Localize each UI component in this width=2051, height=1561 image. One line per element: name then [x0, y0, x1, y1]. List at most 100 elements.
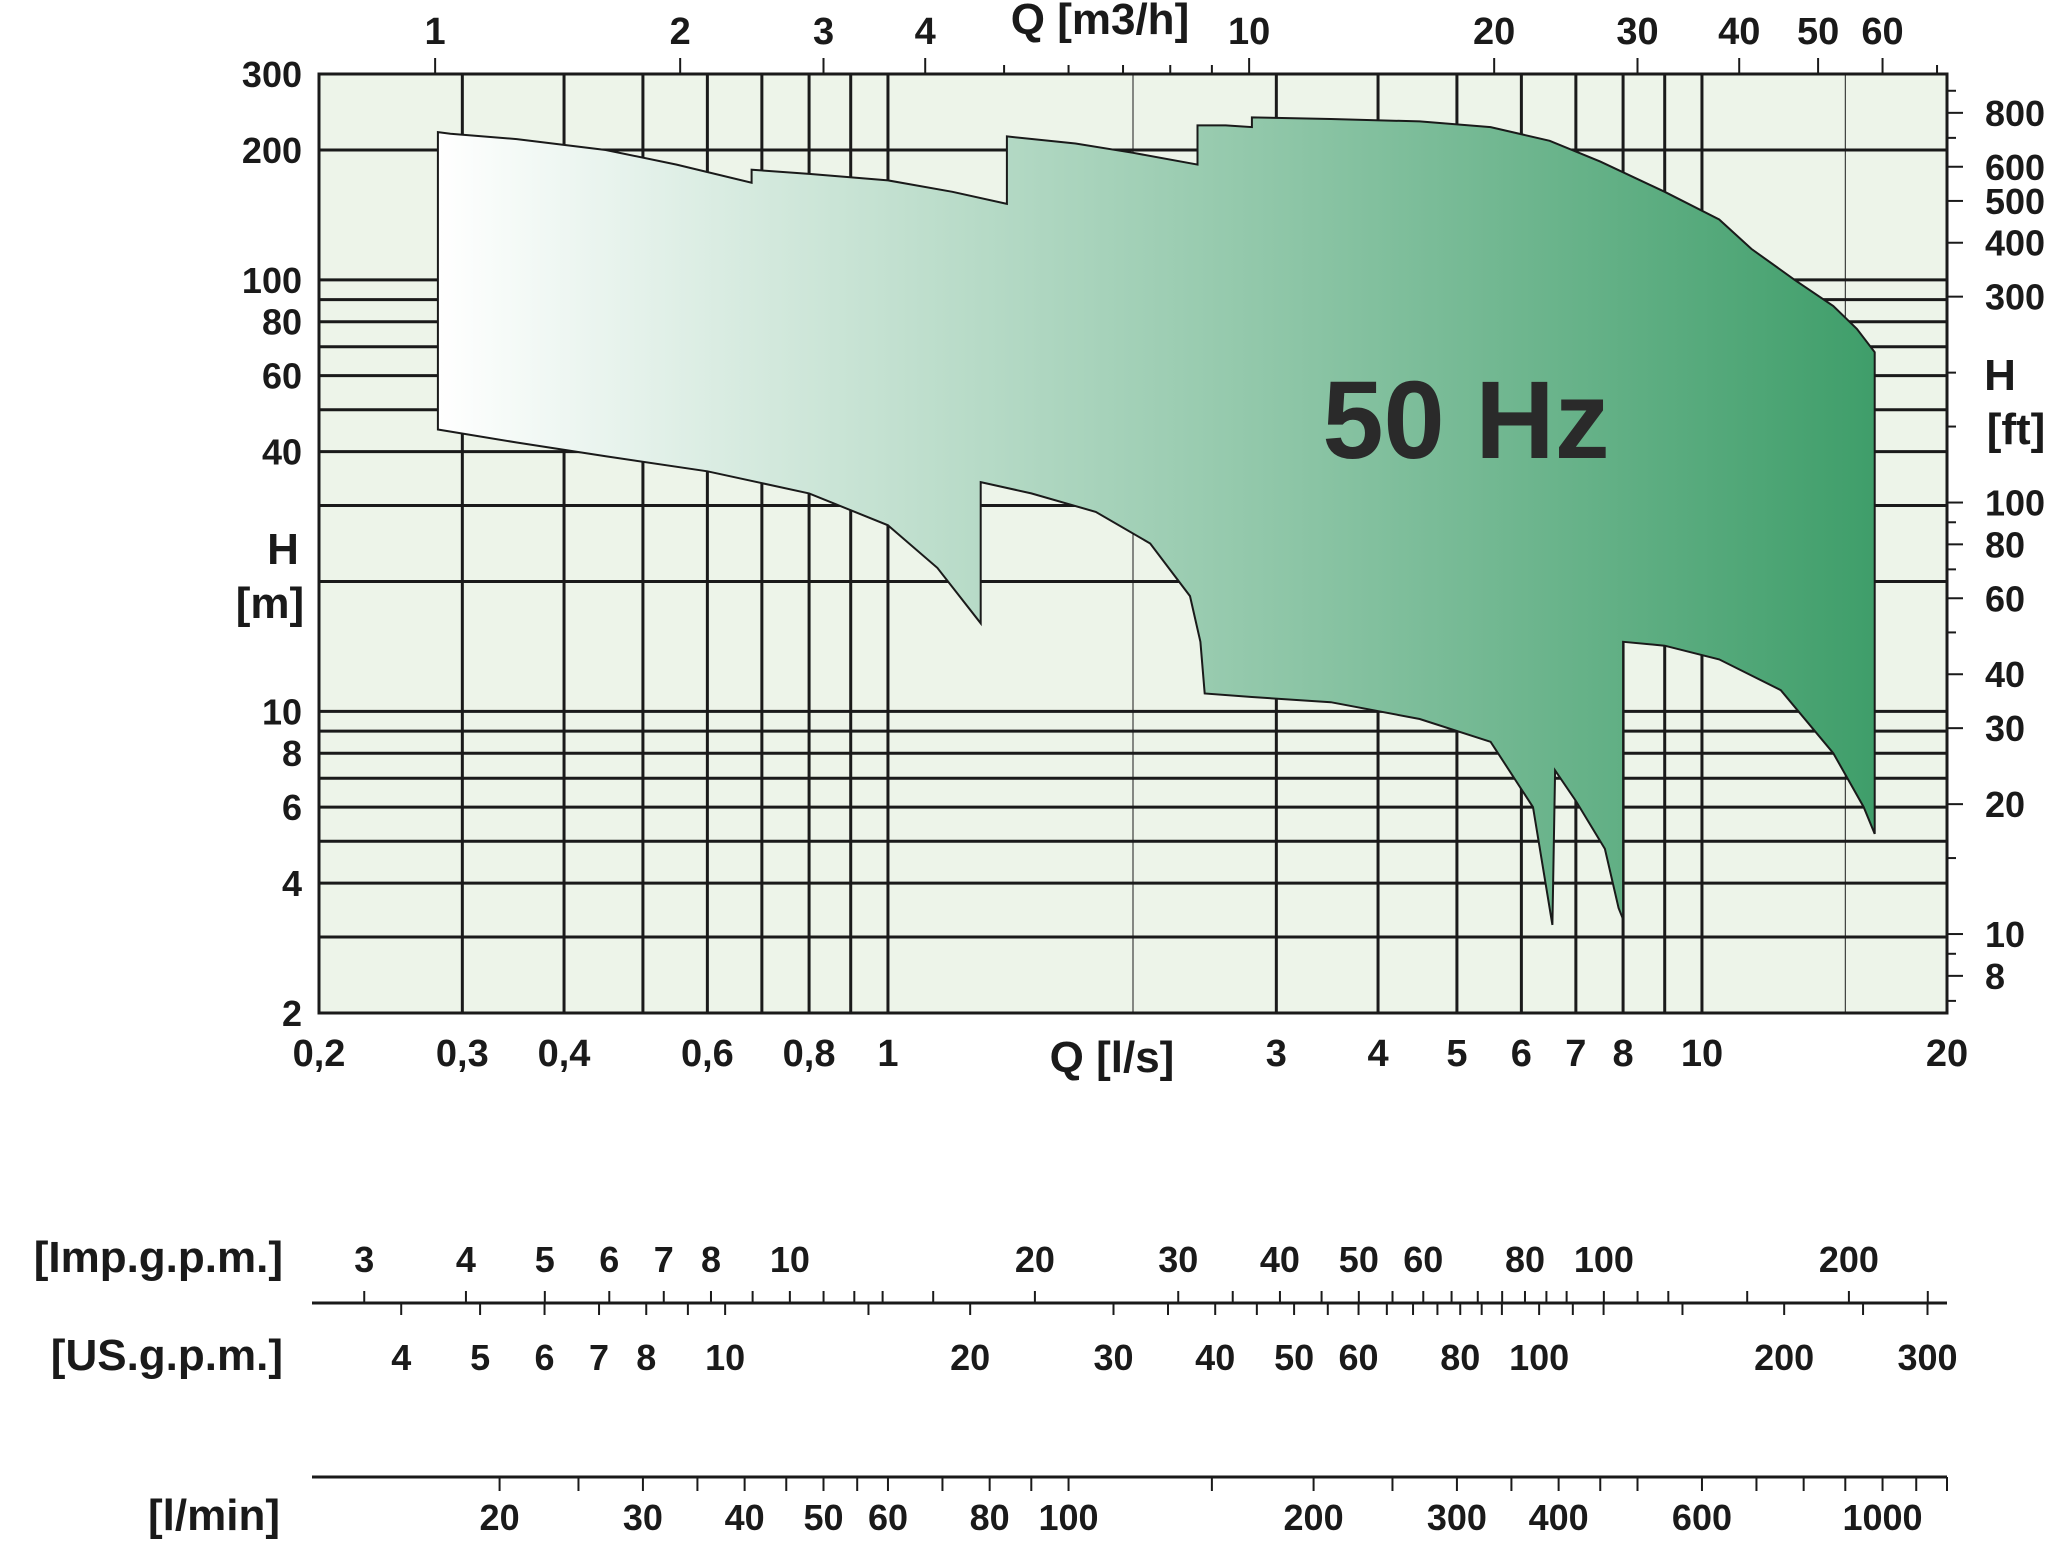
- axis-tick-labels: 0,2 0,3 0,4 0,6 0,8 1 3 4 5 6 7 8 10 201 2 3 4 10 20 30 40 50…: [242, 11, 2045, 1075]
- imp-gpm-tick-label: 40: [1260, 1239, 1300, 1280]
- imp-gpm-tick-label: 200: [1819, 1239, 1879, 1280]
- right-tick-label: 300: [1985, 277, 2045, 318]
- us-gpm-tick-label: 30: [1093, 1337, 1133, 1378]
- right-tick-label: 100: [1985, 483, 2045, 524]
- performance-envelope: [436, 116, 1876, 926]
- bottom-tick-label: 0,3: [436, 1033, 489, 1075]
- us-gpm-tick-label: 100: [1509, 1337, 1569, 1378]
- right-tick-label: 80: [1985, 524, 2025, 565]
- l-per-min-tick-label: 400: [1529, 1497, 1589, 1538]
- top-tick-label: 10: [1228, 11, 1270, 53]
- l-per-min-tick-label: 50: [803, 1497, 843, 1538]
- left-tick-label: 4: [282, 863, 302, 904]
- imp-gpm-tick-label: 8: [701, 1239, 721, 1280]
- imp-gpm-tick-label: 10: [770, 1239, 810, 1280]
- right-tick-label: 20: [1985, 784, 2025, 825]
- us-gpm-tick-label: 4: [391, 1337, 411, 1378]
- top-tick-label: 20: [1473, 11, 1515, 53]
- imp-gpm-tick-label: 5: [535, 1239, 555, 1280]
- right-tick-label: 8: [1985, 956, 2005, 997]
- us-gpm-tick-label: 40: [1195, 1337, 1235, 1378]
- imp-gpm-tick-label: 50: [1339, 1239, 1379, 1280]
- us-gpm-tick-label: 60: [1339, 1337, 1379, 1378]
- us-gpm-tick-label: 200: [1754, 1337, 1814, 1378]
- imp-gpm-tick-label: 3: [354, 1239, 374, 1280]
- us-gpm-tick-label: 20: [950, 1337, 990, 1378]
- imp-gpm-tick-label: 30: [1158, 1239, 1198, 1280]
- left-tick-label: 6: [282, 787, 302, 828]
- bottom-tick-label: 0,4: [538, 1033, 591, 1075]
- right-tick-label: 600: [1985, 147, 2045, 188]
- us-gpm-tick-label: 6: [535, 1337, 555, 1378]
- top-tick-label: 60: [1861, 11, 1903, 53]
- l-per-min-tick-label: 100: [1039, 1497, 1099, 1538]
- right-tick-label: 40: [1985, 654, 2025, 695]
- bottom-tick-label: 4: [1367, 1033, 1388, 1075]
- right-tick-label: 800: [1985, 93, 2045, 134]
- top-tick-label: 2: [670, 11, 691, 53]
- l-per-min-tick-label: 30: [623, 1497, 663, 1538]
- conversion-scales: [Imp.g.p.m.] 3 4 5 6 7 8 10 20 30 40 50 60 80 100 200[U…: [34, 1233, 1958, 1540]
- l-per-min-tick-label: 20: [480, 1497, 520, 1538]
- left-axis-title-unit: [m]: [236, 579, 304, 628]
- left-tick-label: 2: [282, 993, 302, 1034]
- us-gpm-tick-label: 300: [1897, 1337, 1957, 1378]
- right-axis-title-unit: [ft]: [1987, 405, 2046, 454]
- bottom-tick-label: 20: [1926, 1033, 1968, 1075]
- left-tick-label: 200: [242, 130, 302, 171]
- l-per-min-tick-label: 1000: [1842, 1497, 1922, 1538]
- frequency-label: 50 Hz: [1322, 359, 1609, 482]
- top-axis-title: Q [m3/h]: [1011, 0, 1189, 44]
- left-tick-label: 80: [262, 302, 302, 343]
- left-tick-label: 8: [282, 733, 302, 774]
- top-tick-label: 40: [1718, 11, 1760, 53]
- us-gpm-tick-label: 8: [636, 1337, 656, 1378]
- l-per-min-tick-label: 600: [1672, 1497, 1732, 1538]
- bottom-tick-label: 10: [1681, 1033, 1723, 1075]
- axis-ticks: [434, 58, 1963, 1002]
- imp-gpm-tick-label: 4: [456, 1239, 476, 1280]
- bottom-tick-label: 8: [1613, 1033, 1634, 1075]
- imp-gpm-tick-label: 60: [1403, 1239, 1443, 1280]
- us-gpm-tick-label: 7: [589, 1337, 609, 1378]
- l-per-min-scale-title: [l/min]: [148, 1491, 280, 1540]
- l-per-min-tick-label: 200: [1284, 1497, 1344, 1538]
- right-tick-label: 10: [1985, 914, 2025, 955]
- bottom-tick-label: 0,6: [681, 1033, 734, 1075]
- imp-gpm-tick-label: 6: [599, 1239, 619, 1280]
- left-tick-label: 60: [262, 356, 302, 397]
- right-tick-label: 400: [1985, 223, 2045, 264]
- l-per-min-tick-label: 60: [868, 1497, 908, 1538]
- top-tick-label: 3: [813, 11, 834, 53]
- us-gpm-tick-label: 5: [470, 1337, 490, 1378]
- imp-gpm-scale-title: [Imp.g.p.m.]: [34, 1233, 283, 1282]
- top-tick-label: 4: [915, 11, 936, 53]
- us-gpm-tick-label: 80: [1440, 1337, 1480, 1378]
- bottom-tick-label: 0,8: [783, 1033, 836, 1075]
- l-per-min-tick-label: 40: [725, 1497, 765, 1538]
- bottom-tick-label: 1: [877, 1033, 898, 1075]
- bottom-tick-label: 3: [1266, 1033, 1287, 1075]
- right-tick-label: 30: [1985, 708, 2025, 749]
- top-tick-label: 1: [425, 11, 446, 53]
- top-tick-label: 30: [1616, 11, 1658, 53]
- bottom-tick-label: 7: [1565, 1033, 1586, 1075]
- imp-gpm-tick-label: 100: [1574, 1239, 1634, 1280]
- l-per-min-tick-label: 300: [1427, 1497, 1487, 1538]
- top-tick-label: 50: [1797, 11, 1839, 53]
- bottom-tick-label: 0,2: [293, 1033, 346, 1075]
- left-tick-label: 40: [262, 432, 302, 473]
- left-axis-title-h: H: [267, 525, 299, 574]
- imp-gpm-tick-label: 7: [654, 1239, 674, 1280]
- imp-gpm-tick-label: 80: [1505, 1239, 1545, 1280]
- left-tick-label: 10: [262, 691, 302, 732]
- l-per-min-tick-label: 80: [970, 1497, 1010, 1538]
- left-tick-label: 300: [242, 54, 302, 95]
- bottom-tick-label: 5: [1446, 1033, 1467, 1075]
- bottom-tick-label: 6: [1511, 1033, 1532, 1075]
- right-tick-label: 60: [1985, 578, 2025, 619]
- us-gpm-scale-title: [US.g.p.m.]: [51, 1331, 283, 1380]
- us-gpm-tick-label: 50: [1274, 1337, 1314, 1378]
- imp-gpm-tick-label: 20: [1015, 1239, 1055, 1280]
